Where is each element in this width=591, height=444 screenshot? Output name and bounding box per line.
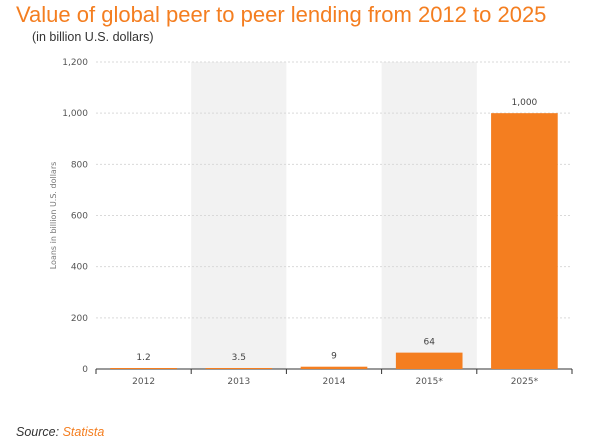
y-axis-title: Loans in billion U.S. dollars — [49, 162, 58, 270]
y-tick-label: 1,200 — [62, 58, 88, 68]
x-tick-label: 2012 — [132, 377, 155, 387]
data-label: 3.5 — [232, 353, 246, 363]
y-tick-label: 400 — [71, 263, 88, 273]
y-tick-label: 200 — [71, 314, 88, 324]
x-tick-label: 2014 — [323, 377, 346, 387]
y-tick-label: 0 — [82, 365, 88, 375]
data-label: 9 — [331, 352, 337, 362]
background-band — [191, 62, 287, 369]
y-tick-label: 1,000 — [62, 109, 88, 119]
source-prefix: Source: — [16, 425, 60, 439]
bar — [491, 113, 558, 370]
y-tick-label: 800 — [71, 160, 88, 170]
bar — [300, 366, 368, 369]
bar — [205, 368, 273, 369]
bar — [395, 352, 463, 369]
chart-title: Value of global peer to peer lending fro… — [16, 2, 547, 27]
x-tick-label: 2015* — [415, 377, 443, 387]
x-tick-label: 2025* — [511, 377, 539, 387]
y-tick-label: 600 — [71, 212, 88, 222]
data-label: 64 — [423, 338, 435, 348]
bar-chart: 0 200 400 600 800 1,000 1,200 Loans in billion … — [49, 58, 573, 387]
source-link[interactable]: Statista — [62, 425, 105, 439]
source-note: Source: Statista — [16, 425, 104, 439]
x-tick-label: 2013 — [227, 377, 250, 387]
data-label: 1.2 — [136, 353, 150, 363]
bar — [110, 368, 177, 369]
chart-subtitle: (in billion U.S. dollars) — [32, 30, 154, 44]
data-label: 1,000 — [512, 98, 538, 108]
